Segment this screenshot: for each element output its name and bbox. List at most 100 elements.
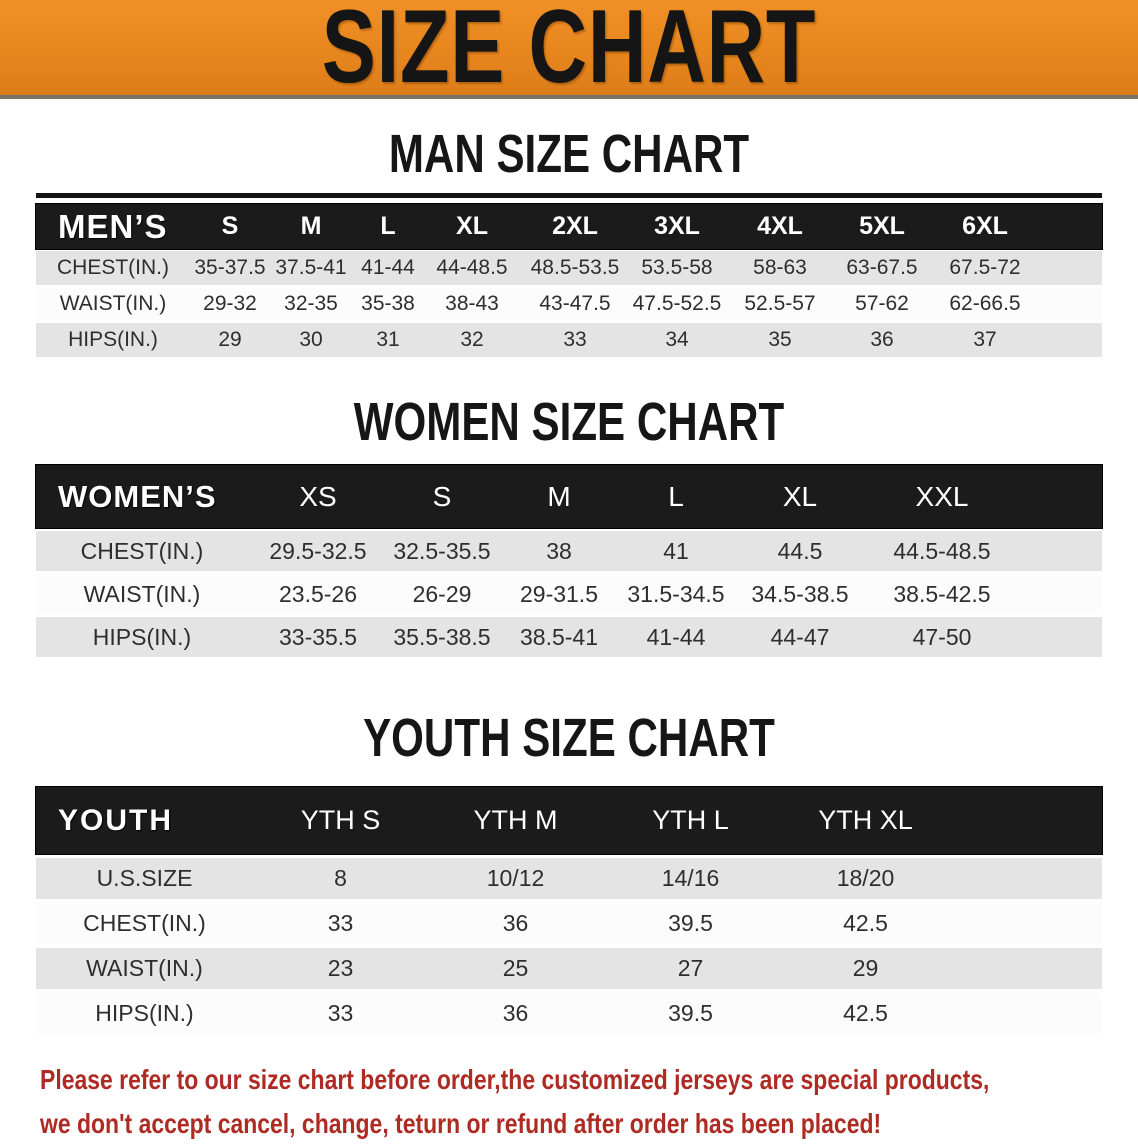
table-row: CHEST(IN.) 35-37.5 37.5-41 41-44 44-48.5 48.5… bbox=[36, 251, 1102, 285]
value-cell: 62-66.5 bbox=[949, 292, 1021, 315]
value-cell: 37.5-41 bbox=[275, 256, 347, 279]
men-size-table: MEN’S S M L XL 2XL 3XL 4XL 5XL 6XL CHEST(IN.) 35-37… bbox=[36, 204, 1102, 357]
women-size-table: WOMEN’S XS S M L XL XXL CHEST(IN.) 29.5-32.5 32.5… bbox=[36, 465, 1102, 657]
value-cell: 10/12 bbox=[486, 865, 545, 891]
value-cell: 34 bbox=[665, 328, 689, 351]
value-cell: 32 bbox=[460, 328, 484, 351]
value-cell: 47-50 bbox=[912, 623, 972, 650]
value-cell: 32.5-35.5 bbox=[393, 537, 491, 564]
value-cell: 43-47.5 bbox=[539, 292, 611, 315]
youth-size-table: YOUTH YTH S YTH M YTH L YTH XL U.S.SIZE 8 10/12… bbox=[36, 787, 1102, 1034]
row-label-cell: WAIST(IN.) bbox=[86, 955, 203, 981]
value-cell: 18/20 bbox=[836, 865, 895, 891]
value-cell: 27 bbox=[677, 955, 704, 981]
row-label-cell: CHEST(IN.) bbox=[83, 910, 206, 936]
value-cell: 30 bbox=[299, 328, 323, 351]
size-column-header: L bbox=[380, 212, 396, 240]
size-column-header: 5XL bbox=[859, 212, 905, 240]
value-cell: 29.5-32.5 bbox=[269, 537, 367, 564]
order-disclaimer-note: Please refer to our size chart before or… bbox=[40, 1058, 1138, 1146]
value-cell: 32-35 bbox=[284, 292, 338, 315]
value-cell: 44.5 bbox=[777, 537, 823, 564]
table-row: HIPS(IN.) 33 36 39.5 42.5 bbox=[36, 993, 1102, 1034]
value-cell: 26-29 bbox=[412, 580, 472, 607]
value-cell: 33 bbox=[563, 328, 587, 351]
size-column-header: XXL bbox=[915, 480, 969, 512]
value-cell: 23 bbox=[327, 955, 354, 981]
table-row: U.S.SIZE 8 10/12 14/16 18/20 bbox=[36, 858, 1102, 899]
table-header-row: YOUTH YTH S YTH M YTH L YTH XL bbox=[36, 787, 1102, 854]
value-cell: 48.5-53.5 bbox=[530, 256, 620, 279]
size-column-header: YTH L bbox=[652, 805, 729, 835]
value-cell: 42.5 bbox=[843, 910, 888, 936]
value-cell: 25 bbox=[502, 955, 529, 981]
value-cell: 39.5 bbox=[668, 1000, 713, 1026]
row-label-cell: HIPS(IN.) bbox=[95, 1000, 194, 1026]
table-row: HIPS(IN.) 33-35.5 35.5-38.5 38.5-41 41-44 44-… bbox=[36, 617, 1102, 657]
size-column-header: 6XL bbox=[962, 212, 1008, 240]
disclaimer-line-2: we don't accept cancel, change, teturn o… bbox=[40, 1108, 882, 1139]
size-column-header: 3XL bbox=[654, 212, 700, 240]
table-title-cell: MEN’S bbox=[58, 207, 168, 245]
value-cell: 35.5-38.5 bbox=[393, 623, 491, 650]
table-row: CHEST(IN.) 29.5-32.5 32.5-35.5 38 41 44.5 44.5… bbox=[36, 531, 1102, 571]
size-column-header: XL bbox=[456, 212, 488, 240]
value-cell: 58-63 bbox=[753, 256, 807, 279]
value-cell: 35-37.5 bbox=[194, 256, 266, 279]
size-column-header: M bbox=[547, 480, 571, 512]
size-column-header: 2XL bbox=[552, 212, 598, 240]
value-cell: 35 bbox=[768, 328, 792, 351]
value-cell: 37 bbox=[973, 328, 997, 351]
value-cell: 34.5-38.5 bbox=[751, 580, 849, 607]
size-column-header: M bbox=[300, 212, 322, 240]
value-cell: 29-31.5 bbox=[519, 580, 598, 607]
men-table-top-rule bbox=[36, 193, 1102, 198]
disclaimer-line-1: Please refer to our size chart before or… bbox=[40, 1064, 990, 1095]
value-cell: 33 bbox=[327, 1000, 354, 1026]
value-cell: 31 bbox=[376, 328, 400, 351]
value-cell: 38.5-41 bbox=[519, 623, 598, 650]
row-label-cell: CHEST(IN.) bbox=[57, 256, 169, 279]
value-cell: 38.5-42.5 bbox=[893, 580, 991, 607]
size-column-header: XL bbox=[782, 480, 818, 512]
value-cell: 44-47 bbox=[770, 623, 830, 650]
value-cell: 41-44 bbox=[646, 623, 706, 650]
women-section-heading: WOMEN SIZE CHART bbox=[353, 392, 785, 452]
size-column-header: YTH M bbox=[473, 805, 558, 835]
value-cell: 67.5-72 bbox=[949, 256, 1021, 279]
size-column-header: YTH S bbox=[300, 805, 381, 835]
row-label-cell: HIPS(IN.) bbox=[68, 328, 158, 351]
value-cell: 63-67.5 bbox=[846, 256, 918, 279]
table-header-row: WOMEN’S XS S M L XL XXL bbox=[36, 465, 1102, 528]
banner-title: SIZE CHART bbox=[321, 0, 817, 105]
row-label-cell: U.S.SIZE bbox=[96, 865, 193, 891]
table-header-row: MEN’S S M L XL 2XL 3XL 4XL 5XL 6XL bbox=[36, 204, 1102, 249]
row-label-cell: WAIST(IN.) bbox=[59, 292, 167, 315]
size-column-header: XS bbox=[299, 480, 337, 512]
value-cell: 36 bbox=[502, 1000, 529, 1026]
value-cell: 8 bbox=[334, 865, 347, 891]
value-cell: 44-48.5 bbox=[436, 256, 508, 279]
row-label-cell: WAIST(IN.) bbox=[83, 580, 201, 607]
value-cell: 57-62 bbox=[855, 292, 909, 315]
value-cell: 38-43 bbox=[445, 292, 499, 315]
value-cell: 53.5-58 bbox=[641, 256, 713, 279]
value-cell: 39.5 bbox=[668, 910, 713, 936]
size-chart-banner: SIZE CHART bbox=[0, 0, 1138, 99]
value-cell: 29 bbox=[218, 328, 242, 351]
value-cell: 52.5-57 bbox=[744, 292, 816, 315]
row-label-cell: HIPS(IN.) bbox=[92, 623, 192, 650]
table-title-cell: WOMEN’S bbox=[58, 478, 217, 514]
value-cell: 38 bbox=[546, 537, 572, 564]
value-cell: 29-32 bbox=[203, 292, 257, 315]
value-cell: 14/16 bbox=[661, 865, 720, 891]
value-cell: 33-35.5 bbox=[278, 623, 357, 650]
value-cell: 35-38 bbox=[361, 292, 415, 315]
youth-section-heading: YOUTH SIZE CHART bbox=[363, 708, 775, 768]
value-cell: 36 bbox=[502, 910, 529, 936]
value-cell: 23.5-26 bbox=[278, 580, 357, 607]
man-section-heading: MAN SIZE CHART bbox=[388, 124, 750, 184]
value-cell: 31.5-34.5 bbox=[627, 580, 725, 607]
value-cell: 29 bbox=[852, 955, 879, 981]
value-cell: 41-44 bbox=[361, 256, 415, 279]
